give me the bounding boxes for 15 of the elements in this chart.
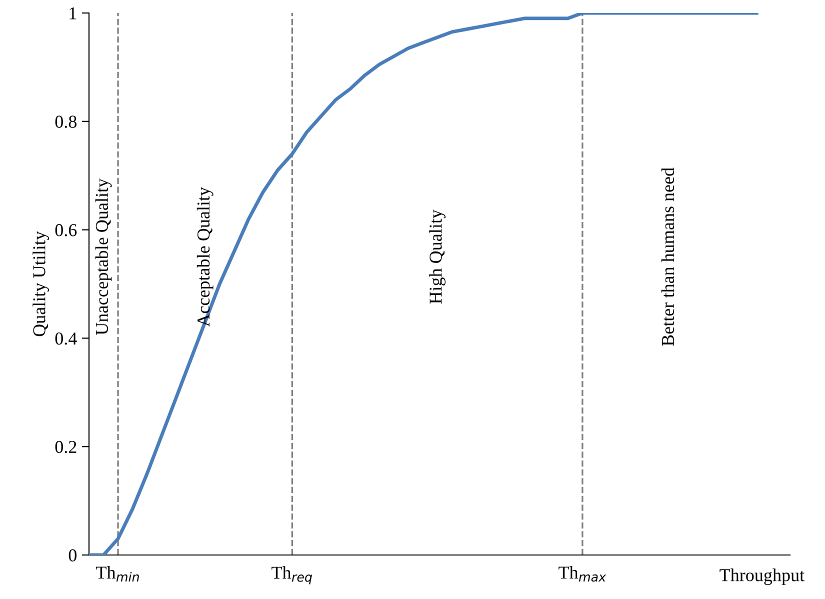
y-tick-label: 0.4 [55, 332, 77, 345]
annotation: Unacceptable Quality [95, 178, 112, 335]
annotation: Acceptable Quality [196, 187, 214, 327]
y-tick-label: 0 [68, 549, 77, 562]
y-tick-label: 1 [70, 7, 76, 20]
y-axis-title: Quality Utility [32, 231, 50, 336]
y-tick-label: 0.8 [55, 116, 77, 128]
y-tick-label: 0.2 [55, 440, 76, 454]
annotation: High Quality [429, 210, 446, 304]
y-tick-label: 0.6 [55, 224, 77, 236]
annotation: Better than humans need [661, 168, 674, 346]
x-tick-label: Th$_{min}$ [96, 566, 139, 582]
x-tick-label: Th$_{max}$ [558, 566, 606, 582]
x-tick-label: Th$_{req}$ [272, 566, 312, 584]
x-axis-title: Throughput [720, 568, 804, 585]
